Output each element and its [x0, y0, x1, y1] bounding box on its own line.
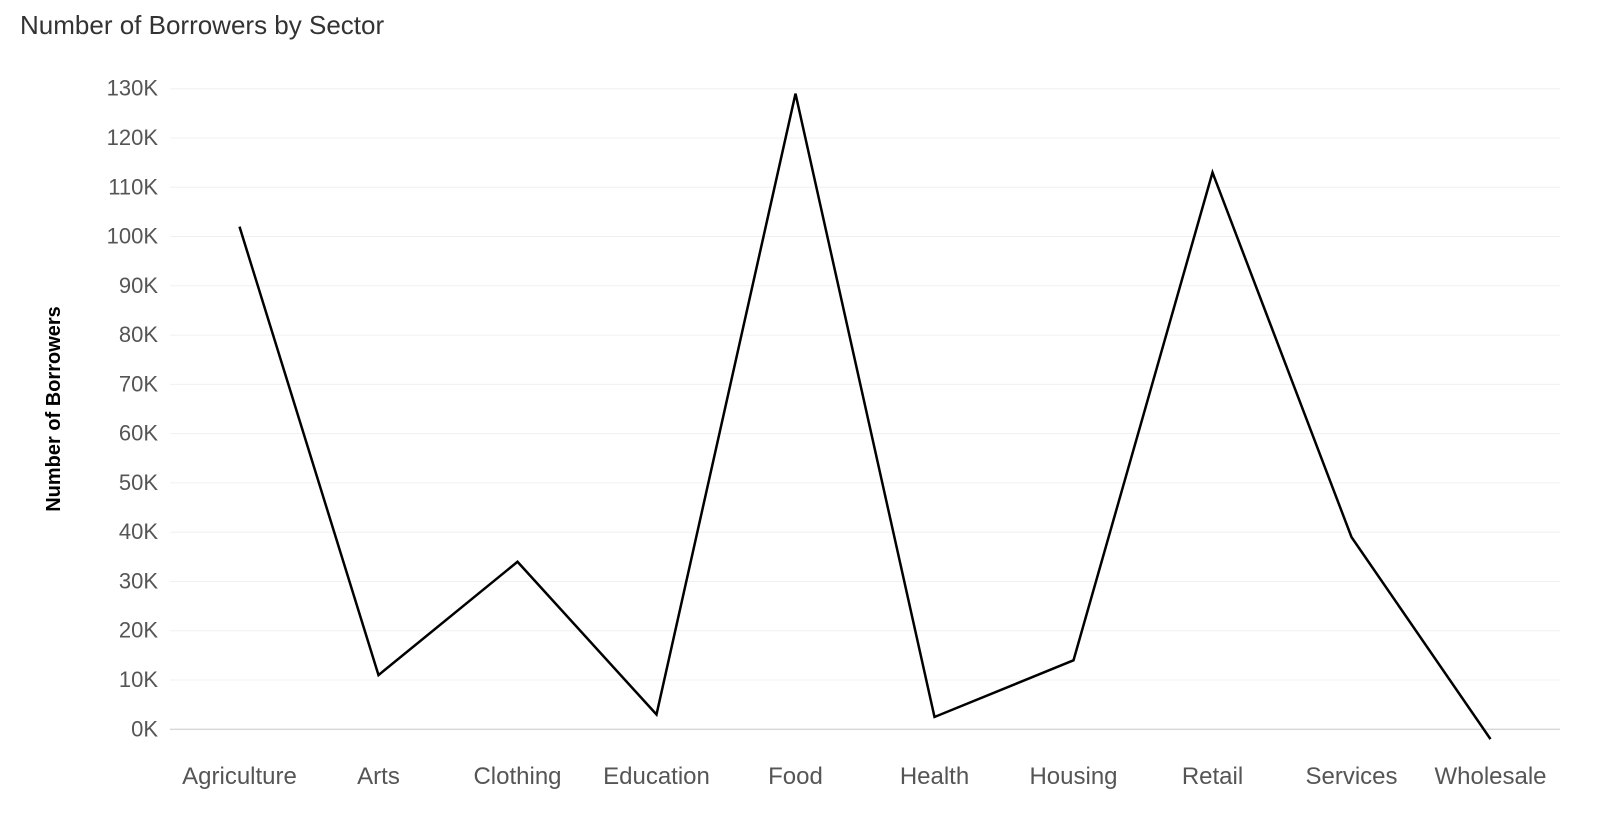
y-tick-label: 60K [119, 421, 158, 446]
x-tick-label: Education [603, 763, 710, 790]
x-tick-label: Wholesale [1434, 763, 1546, 790]
x-tick-label: Retail [1182, 763, 1243, 790]
y-tick-label: 40K [119, 519, 158, 544]
y-tick-label: 70K [119, 371, 158, 396]
y-tick-label: 110K [108, 174, 158, 199]
y-axis-label: Number of Borrowers [43, 306, 65, 512]
y-tick-label: 80K [119, 322, 158, 347]
data-line [240, 94, 1491, 740]
y-tick-label: 100K [107, 224, 159, 249]
y-tick-label: 50K [119, 470, 158, 495]
y-tick-label: 90K [119, 273, 158, 298]
y-tick-label: 120K [107, 125, 159, 150]
y-tick-label: 130K [107, 76, 159, 101]
x-tick-label: Health [900, 763, 969, 790]
x-tick-label: Housing [1029, 763, 1117, 790]
y-tick-label: 20K [119, 618, 158, 643]
y-tick-label: 10K [119, 667, 158, 692]
chart-container: Number of Borrowers by Sector 0K 10K 20K 30… [0, 0, 1600, 820]
chart-area: 0K 10K 20K 30K 40K 50K 60K 70K 80K 90K 100K 110K 120… [20, 49, 1580, 809]
x-tick-label: Food [768, 763, 823, 790]
x-tick-label: Services [1305, 763, 1397, 790]
chart-title: Number of Borrowers by Sector [20, 10, 1580, 41]
line-chart-svg: 0K 10K 20K 30K 40K 50K 60K 70K 80K 90K 100K 110K 120… [20, 49, 1580, 809]
y-tick-label: 0K [131, 716, 158, 741]
y-tick-label: 30K [119, 568, 158, 593]
x-tick-label: Agriculture [182, 763, 297, 790]
x-tick-label: Arts [357, 763, 400, 790]
x-tick-label: Clothing [473, 763, 561, 790]
